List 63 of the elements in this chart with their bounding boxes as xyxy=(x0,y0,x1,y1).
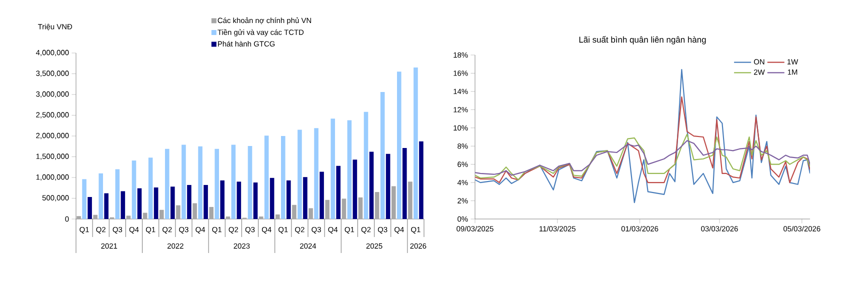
bar xyxy=(369,152,374,219)
bar xyxy=(253,182,258,219)
bar xyxy=(325,200,330,219)
bar xyxy=(120,191,126,219)
bar xyxy=(408,182,412,219)
bar xyxy=(264,136,269,219)
bar xyxy=(220,180,225,219)
bar xyxy=(248,146,252,219)
bar xyxy=(159,210,164,219)
bar xyxy=(358,197,363,219)
bar xyxy=(98,173,104,219)
bar xyxy=(342,198,346,219)
bar xyxy=(182,144,186,219)
bar xyxy=(82,179,86,219)
bar xyxy=(347,120,352,219)
bar xyxy=(292,204,296,219)
bar xyxy=(88,197,92,219)
bar xyxy=(154,187,158,219)
bar xyxy=(380,92,385,219)
bar xyxy=(336,166,341,219)
bar xyxy=(126,216,131,219)
line-series xyxy=(475,140,810,176)
bar xyxy=(93,214,98,219)
line-series xyxy=(475,96,810,184)
bar xyxy=(396,72,402,219)
bar xyxy=(391,186,396,219)
bar xyxy=(192,203,197,219)
bar xyxy=(270,178,274,219)
bar xyxy=(187,184,192,219)
bar xyxy=(170,186,175,219)
bar xyxy=(176,205,180,219)
bar xyxy=(198,146,202,219)
chart-title: Lãi suất bình quân liên ngân hàng xyxy=(579,36,706,44)
bar xyxy=(308,208,313,219)
line-series xyxy=(475,69,810,204)
bar xyxy=(137,188,142,219)
bar xyxy=(286,180,291,219)
bar xyxy=(209,206,214,219)
bar xyxy=(148,158,153,219)
bar xyxy=(364,112,368,219)
bar xyxy=(314,128,318,219)
bar xyxy=(330,118,336,219)
bar xyxy=(280,136,286,219)
bar xyxy=(132,160,136,219)
bar xyxy=(236,182,242,219)
bar xyxy=(402,148,407,219)
bar xyxy=(275,214,280,219)
bar xyxy=(214,148,220,219)
bar xyxy=(298,130,302,219)
bar xyxy=(164,148,170,219)
bar xyxy=(320,172,324,219)
bar xyxy=(104,193,109,219)
bar xyxy=(386,154,390,219)
bar xyxy=(414,68,418,219)
bar xyxy=(76,216,81,219)
bar xyxy=(204,184,208,219)
bar xyxy=(142,212,148,219)
bar xyxy=(419,141,424,219)
bar xyxy=(115,169,120,219)
bar xyxy=(374,192,380,219)
bar xyxy=(231,144,236,219)
bar xyxy=(352,160,358,219)
bar xyxy=(303,177,308,219)
